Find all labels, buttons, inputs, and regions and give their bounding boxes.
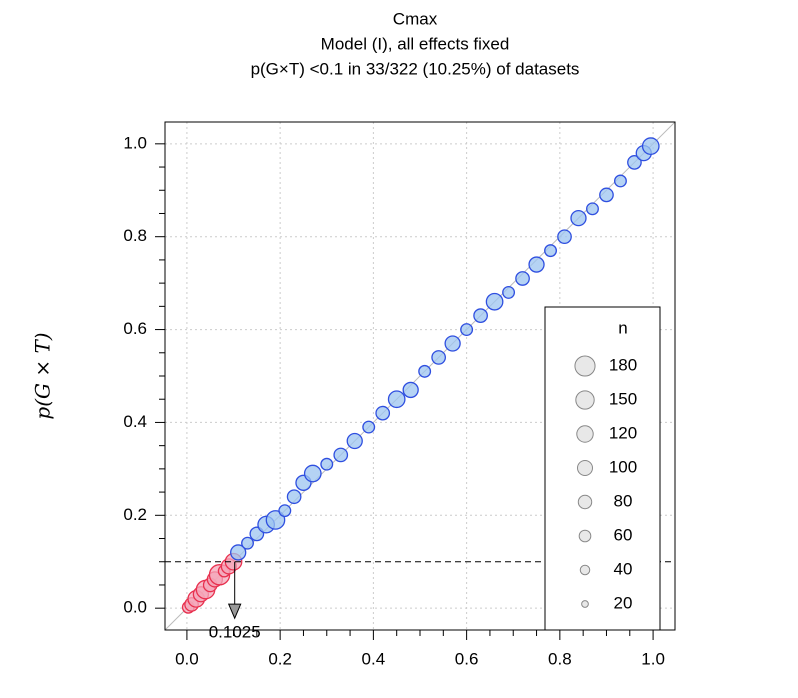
point	[485, 292, 504, 311]
point	[333, 447, 349, 463]
quantile-arrowhead	[227, 603, 242, 620]
y-tick-label: 1.0	[123, 133, 147, 152]
point	[613, 174, 627, 188]
legend-label: 20	[614, 593, 633, 612]
legend-symbol	[581, 600, 589, 608]
plot-frame	[164, 121, 676, 631]
legend-label: 150	[609, 389, 637, 408]
quantile-label: 0.1025	[209, 622, 261, 641]
point	[346, 432, 363, 450]
point	[586, 202, 599, 216]
legend-label: 60	[614, 525, 633, 544]
point	[303, 464, 322, 483]
chart-title: Cmax	[393, 9, 438, 28]
legend-label: 80	[614, 491, 633, 510]
legend-symbol	[577, 460, 593, 476]
legend-symbol	[575, 390, 595, 410]
legend-label: 100	[609, 457, 637, 476]
point	[265, 510, 286, 530]
x-tick-label: 0.2	[268, 649, 292, 668]
chart-subtitle: p(G×T) <0.1 in 33/322 (10.25%) of datase…	[251, 59, 580, 78]
legend-label: 120	[609, 423, 637, 442]
legend-box	[544, 306, 661, 631]
point	[570, 209, 587, 227]
y-axis-label: p(G × T)	[31, 332, 55, 419]
y-tick-label: 0.8	[123, 226, 147, 245]
point	[402, 381, 419, 399]
point	[431, 350, 447, 365]
point	[627, 155, 642, 170]
point	[557, 229, 572, 245]
point	[599, 187, 614, 203]
legend-symbol	[577, 494, 593, 510]
point	[418, 364, 432, 378]
point	[473, 308, 488, 323]
y-tick-label: 0.6	[123, 319, 147, 338]
legend-label: 180	[609, 355, 637, 374]
point	[278, 504, 292, 518]
point	[387, 390, 406, 409]
y-tick-label: 0.0	[123, 598, 147, 617]
legend-symbol	[574, 355, 596, 377]
point	[230, 544, 247, 561]
legend-symbol	[579, 564, 591, 576]
x-tick-label: 1.0	[641, 649, 665, 668]
legend-symbol	[578, 529, 592, 543]
point	[444, 335, 461, 352]
legend-label: 40	[614, 559, 633, 578]
point	[375, 405, 391, 421]
x-tick-label: 0.6	[455, 649, 479, 668]
legend-symbol	[576, 425, 594, 443]
point	[544, 244, 557, 258]
legend-title: n	[618, 318, 627, 337]
y-tick-label: 0.2	[123, 505, 147, 524]
point	[528, 256, 545, 273]
y-tick-label: 0.4	[123, 412, 147, 431]
point	[320, 457, 334, 471]
x-tick-label: 0.0	[175, 649, 199, 668]
point	[502, 285, 516, 299]
point	[286, 489, 302, 505]
point	[241, 536, 254, 550]
chart-subtitle: Model (I), all effects fixed	[321, 34, 510, 53]
x-tick-label: 0.8	[548, 649, 572, 668]
point	[641, 137, 660, 156]
x-tick-label: 0.4	[362, 649, 386, 668]
point	[515, 271, 530, 286]
point	[362, 420, 376, 434]
point	[460, 323, 474, 337]
